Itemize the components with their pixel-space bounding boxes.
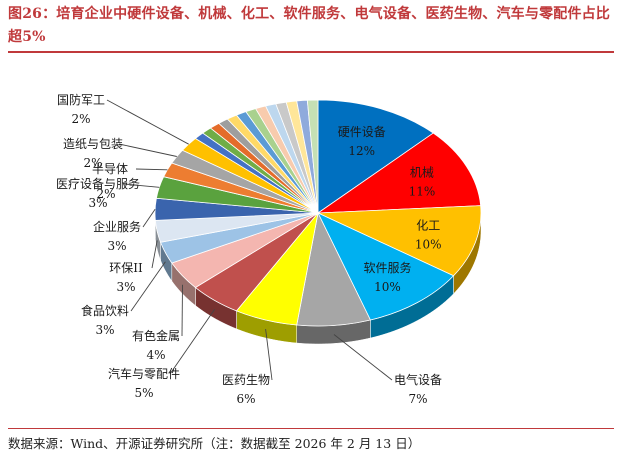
slice-value-10: 3% <box>116 280 135 294</box>
slice-label-10: 环保II <box>109 261 143 275</box>
slice-value-11: 3% <box>107 239 126 253</box>
slice-label-1: 硬件设备 <box>338 125 386 139</box>
leader-lines <box>106 99 393 381</box>
slice-value-3: 10% <box>415 238 442 252</box>
slice-value-15: 2% <box>71 112 90 126</box>
slice-label-5: 电气设备 <box>394 372 442 387</box>
slice-value-9: 3% <box>95 323 114 337</box>
slice-value-5: 7% <box>408 392 427 406</box>
slice-label-6: 医药生物 <box>222 373 270 387</box>
slice-label-11: 企业服务 <box>93 219 141 234</box>
slice-label-15: 国防军工 <box>57 92 105 107</box>
source-rule <box>8 428 614 429</box>
leader-line-15 <box>106 99 189 145</box>
figure-title: 图26：培育企业中硬件设备、机械、化工、软件服务、电气设备、医药生物、汽车与零配… <box>8 6 611 45</box>
slice-label-9: 食品饮料 <box>81 303 129 318</box>
slice-2 <box>316 132 482 214</box>
title-rule <box>8 51 614 53</box>
slice-value-14: 2% <box>83 156 102 170</box>
slice-labels: 硬件设备 12% 机械 11% 化工 10% 软件服务 10% 电气设备 7% 医药生物 6% 汽车与零… <box>56 92 442 406</box>
slice-value-8: 4% <box>146 348 165 362</box>
slice-4 <box>317 212 455 321</box>
leader-line-7 <box>169 309 215 375</box>
leader-line-13 <box>135 168 168 171</box>
slice-28 <box>306 99 319 214</box>
leader-line-6 <box>265 328 273 381</box>
leader-line-12 <box>123 183 160 188</box>
leader-line-5 <box>333 334 393 381</box>
slice-value-12: 3% <box>88 196 107 210</box>
leader-line-10 <box>151 240 158 269</box>
leader-line-9 <box>130 261 166 312</box>
slice-value-13: 2% <box>96 187 115 201</box>
slice-value-6: 6% <box>236 392 255 406</box>
leader-line-8 <box>181 284 183 337</box>
slice-value-7: 5% <box>134 386 153 400</box>
slice-label-7: 汽车与零配件 <box>108 366 180 381</box>
pie-top-layer <box>154 99 482 327</box>
source-note: 数据来源：Wind、开源证券研究所（注：数据截至 2026 年 2 月 13 日… <box>8 436 421 451</box>
slice-label-8: 有色金属 <box>132 328 180 343</box>
slice-label-12: 医疗设备与服务 <box>56 176 140 191</box>
slice-3 <box>317 205 482 277</box>
slice-value-2: 11% <box>409 184 436 198</box>
slice-label-4: 软件服务 <box>363 260 411 275</box>
slice-label-2: 机械 <box>410 164 434 179</box>
slice-label-3: 化工 <box>416 219 440 233</box>
slice-value-1: 12% <box>348 144 375 158</box>
slice-1 <box>317 99 434 214</box>
slice-value-4: 10% <box>374 280 401 294</box>
slice-label-13: 半导体 <box>92 162 128 176</box>
slice-label-14: 造纸与包装 <box>63 137 123 151</box>
leader-line-14 <box>118 143 177 157</box>
leader-line-11 <box>142 209 156 228</box>
